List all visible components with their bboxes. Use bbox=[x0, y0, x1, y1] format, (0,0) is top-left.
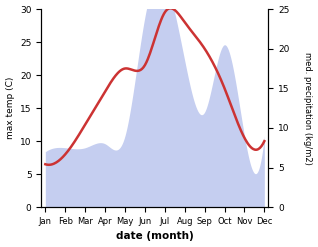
Y-axis label: med. precipitation (kg/m2): med. precipitation (kg/m2) bbox=[303, 52, 313, 165]
Y-axis label: max temp (C): max temp (C) bbox=[5, 77, 15, 139]
X-axis label: date (month): date (month) bbox=[116, 231, 194, 242]
